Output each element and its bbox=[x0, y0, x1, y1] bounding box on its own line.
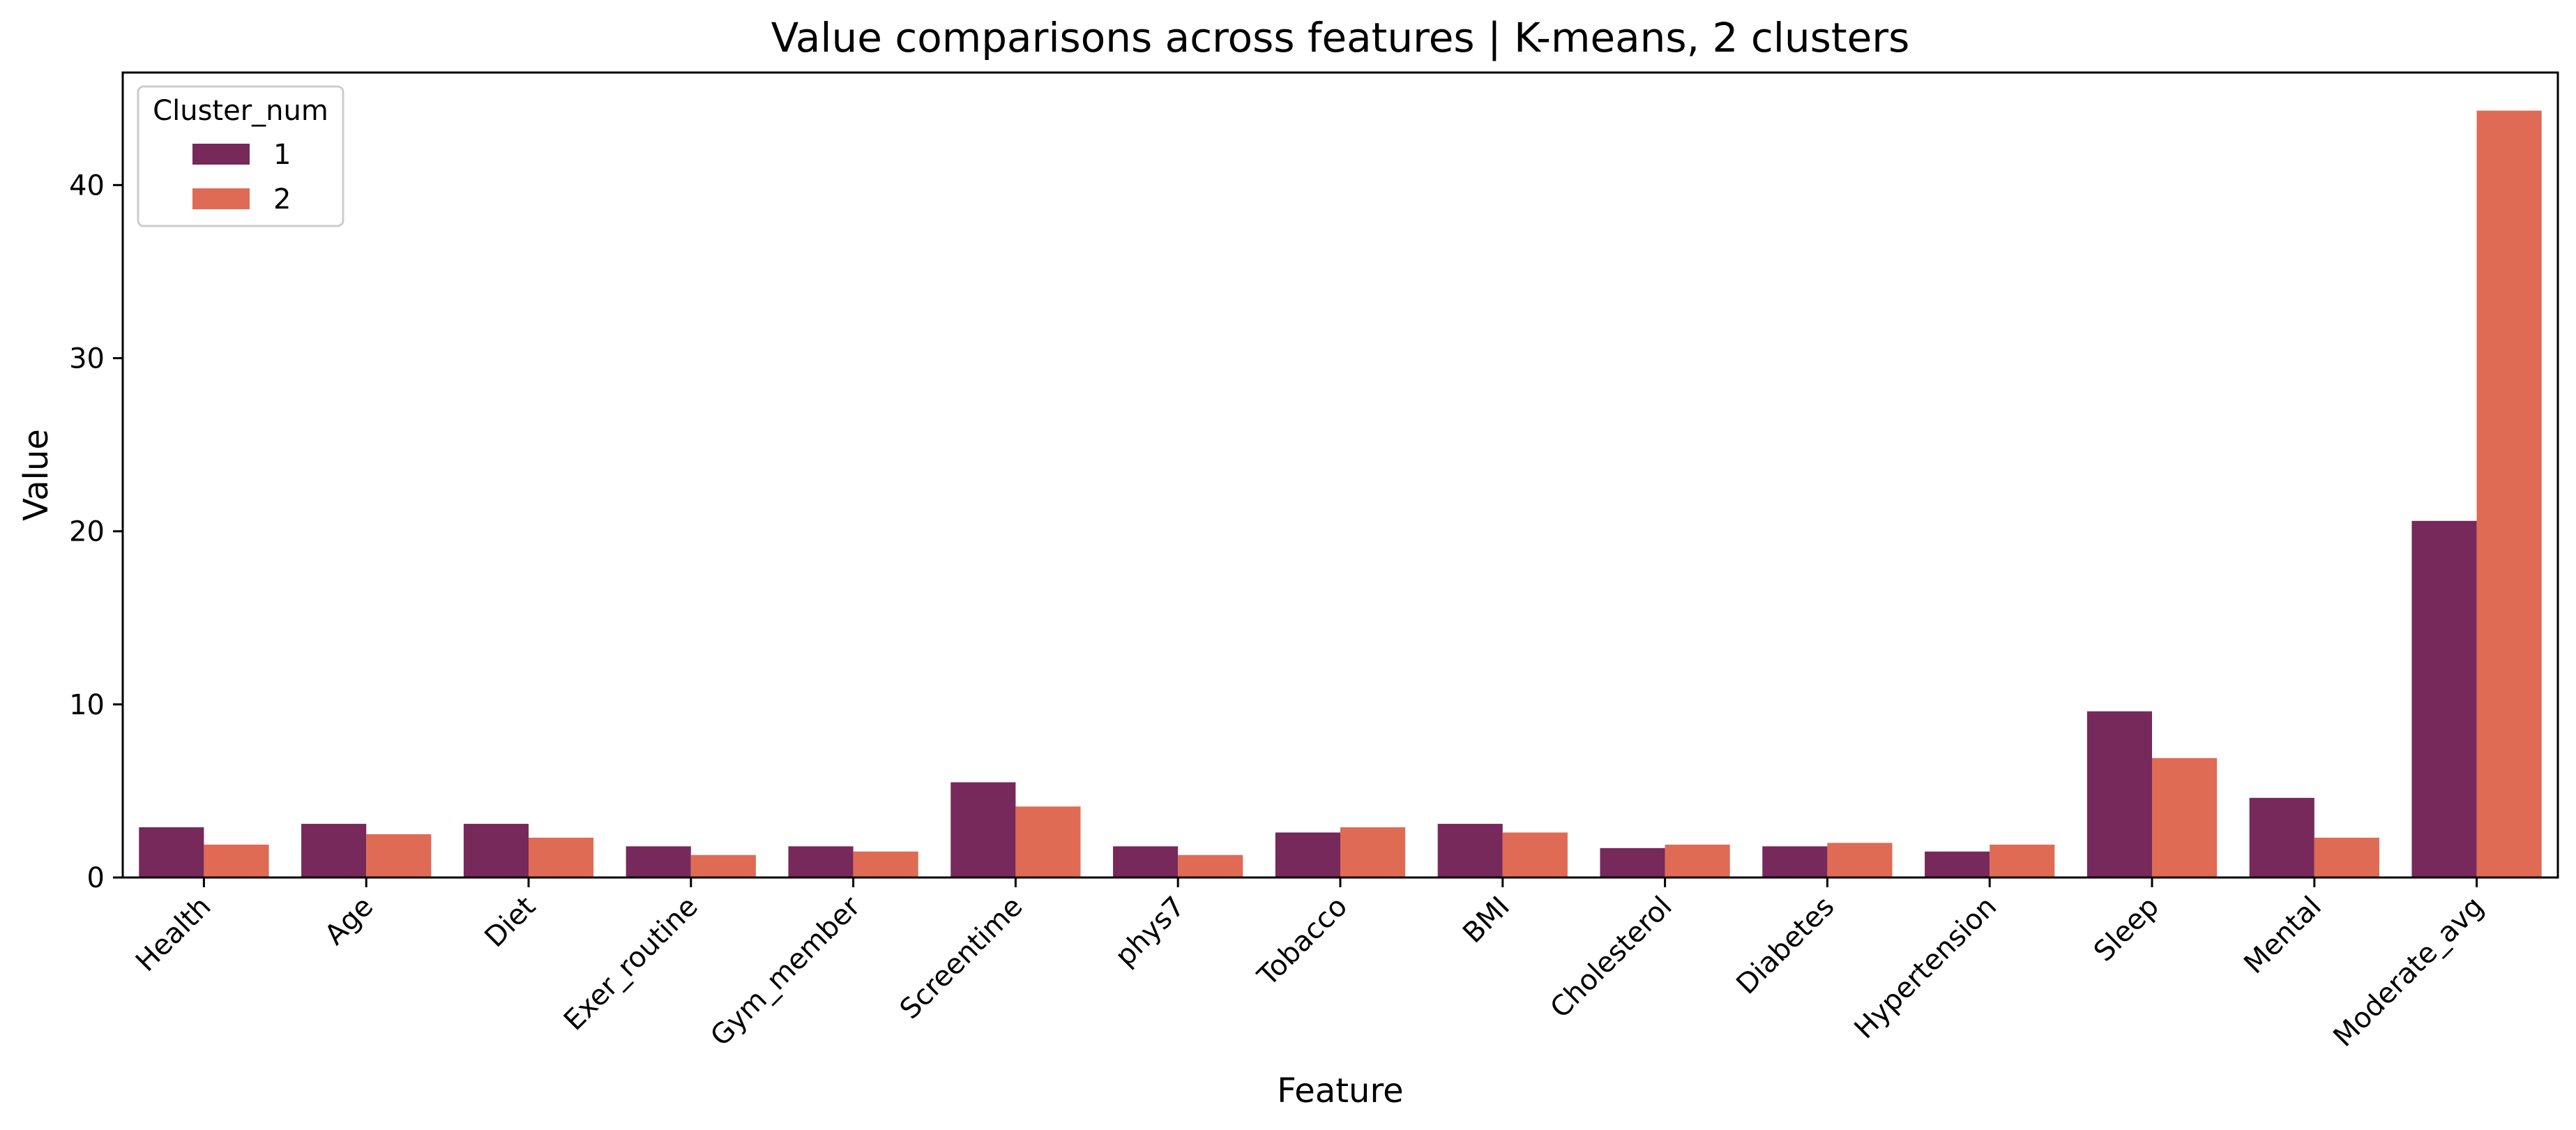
legend-title: Cluster_num bbox=[153, 95, 328, 127]
bar-bmi-cluster-1 bbox=[1437, 824, 1503, 877]
bar-health-cluster-1 bbox=[139, 827, 204, 877]
y-tick-label: 0 bbox=[87, 862, 105, 894]
bar-age-cluster-1 bbox=[301, 824, 367, 877]
bar-health-cluster-2 bbox=[204, 844, 269, 877]
bar-mental-cluster-2 bbox=[2314, 837, 2379, 877]
legend-swatch-2 bbox=[192, 188, 250, 209]
y-tick-label: 40 bbox=[69, 170, 105, 202]
bar-diet-cluster-1 bbox=[463, 824, 529, 877]
bar-phys7-cluster-2 bbox=[1178, 854, 1243, 877]
bar-gym-member-cluster-1 bbox=[788, 846, 854, 877]
bar-screentime-cluster-2 bbox=[1015, 806, 1081, 877]
bar-diabetes-cluster-2 bbox=[1827, 843, 1893, 877]
bar-hypertension-cluster-2 bbox=[1990, 844, 2055, 877]
bar-sleep-cluster-1 bbox=[2086, 711, 2152, 877]
bar-moderate-avg-cluster-2 bbox=[2476, 110, 2542, 877]
bar-phys7-cluster-1 bbox=[1113, 846, 1179, 877]
bars-group bbox=[139, 110, 2542, 877]
y-tick-label: 30 bbox=[69, 342, 105, 375]
bar-diabetes-cluster-1 bbox=[1762, 846, 1828, 877]
legend: Cluster_num 1 2 bbox=[137, 85, 344, 227]
y-axis: 0 10 20 30 40 bbox=[69, 170, 123, 894]
bar-age-cluster-2 bbox=[366, 834, 432, 877]
bar-cholesterol-cluster-1 bbox=[1600, 848, 1665, 877]
bar-gym-member-cluster-2 bbox=[853, 851, 918, 877]
y-tick-label: 10 bbox=[69, 689, 105, 721]
bar-sleep-cluster-2 bbox=[2152, 758, 2218, 877]
bar-mental-cluster-1 bbox=[2249, 797, 2314, 877]
bar-screentime-cluster-1 bbox=[950, 782, 1016, 877]
bar-diet-cluster-2 bbox=[529, 837, 594, 877]
bar-exer-routine-cluster-1 bbox=[626, 846, 691, 877]
y-axis-label: Value bbox=[17, 429, 56, 521]
bar-exer-routine-cluster-2 bbox=[690, 854, 756, 877]
legend-label-1: 1 bbox=[273, 139, 291, 171]
bar-cholesterol-cluster-2 bbox=[1665, 844, 1730, 877]
x-axis-label: Feature bbox=[1277, 1071, 1403, 1110]
bar-moderate-avg-cluster-1 bbox=[2411, 520, 2477, 877]
legend-swatch-1 bbox=[192, 144, 250, 165]
bar-tobacco-cluster-1 bbox=[1275, 832, 1340, 877]
chart-title: Value comparisons across features | K-me… bbox=[771, 14, 1910, 61]
bar-bmi-cluster-2 bbox=[1502, 832, 1568, 877]
y-tick-label: 20 bbox=[69, 516, 105, 548]
legend-label-2: 2 bbox=[273, 183, 291, 216]
bar-tobacco-cluster-2 bbox=[1340, 827, 1406, 877]
bar-hypertension-cluster-1 bbox=[1925, 851, 1990, 877]
